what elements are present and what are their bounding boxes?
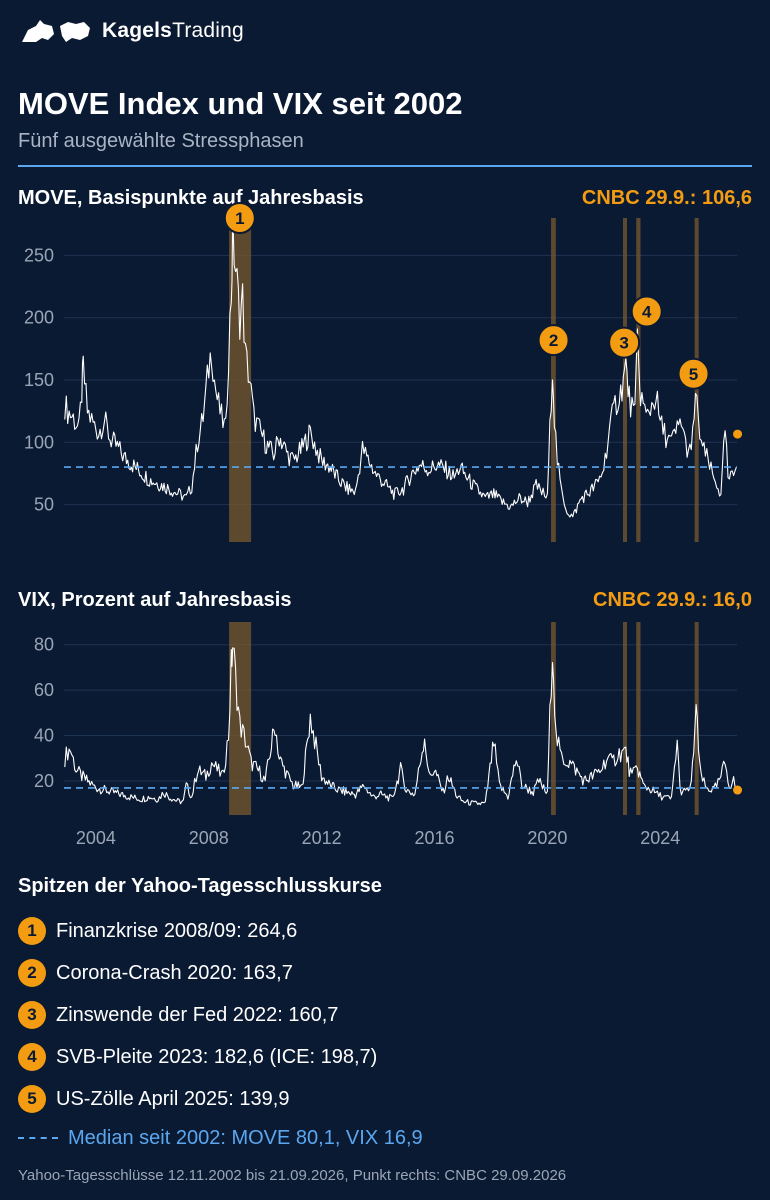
legend-item-text: US-Zölle April 2025: 139,9 [56,1087,290,1110]
move-marker-label-2: 2 [549,331,558,350]
vix-x-tick-label: 2004 [76,828,116,848]
move-y-tick-label: 100 [24,432,54,452]
page-subtitle: Fünf ausgewählte Stressphasen [18,130,304,152]
move-y-tick-label: 50 [34,495,54,515]
median-dash-icon [18,1137,58,1139]
move-marker-label-5: 5 [689,365,698,384]
vix-stress-band [694,622,699,815]
legend-item: 2 Corona-Crash 2020: 163,7 [18,952,758,994]
brand-name: KagelsTrading [102,19,244,43]
move-marker-1 [223,202,256,234]
move-y-tick-label: 200 [24,308,54,328]
header-divider [18,165,752,167]
move-stress-band [622,218,627,542]
badge-5: 5 [18,1085,46,1113]
vix-cnbc-label: CNBC 29.9.: 16,0 [593,589,752,611]
vix-x-tick-label: 2008 [189,828,229,848]
badge-3: 3 [18,1001,46,1029]
legend-item-text: Zinswende der Fed 2022: 160,7 [56,1003,339,1026]
legend-item: 4 SVB-Pleite 2023: 182,6 (ICE: 198,7) [18,1036,758,1078]
move-stress-band [636,218,641,542]
vix-cnbc-point [733,785,743,795]
badge-2: 2 [18,959,46,987]
footer-source: Yahoo-Tagesschlüsse 12.11.2002 bis 21.09… [18,1167,567,1184]
move-cnbc-label: CNBC 29.9.: 106,6 [582,187,752,209]
move-marker-label-1: 1 [235,209,244,228]
vix-stress-band [636,622,641,815]
legend-title: Spitzen der Yahoo-Tagesschlusskurse [18,875,382,897]
vix-y-tick-label: 20 [34,771,54,791]
move-marker-3 [608,326,641,359]
vix-series-line [64,647,737,806]
brand-name-bold: Kagels [102,19,173,42]
badge-1: 1 [18,917,46,945]
charts-svg: MOVE, Basispunkte auf Jahresbasis CNBC 2… [18,187,752,848]
move-y-tick-label: 250 [24,245,54,265]
vix-chart: VIX, Prozent auf Jahresbasis CNBC 29.9.:… [18,589,752,848]
vix-y-tick-label: 60 [34,680,54,700]
vix-y-tick-label: 40 [34,726,54,746]
move-marker-label-4: 4 [642,302,652,321]
legend-item: 1 Finanzkrise 2008/09: 264,6 [18,910,758,952]
move-cnbc-point [733,429,743,439]
vix-x-tick-label: 2024 [640,828,680,848]
badge-4: 4 [18,1043,46,1071]
legend-item-text: SVB-Pleite 2023: 182,6 (ICE: 198,7) [56,1045,378,1068]
brand: KagelsTrading [18,14,244,48]
median-legend: Median seit 2002: MOVE 80,1, VIX 16,9 [18,1120,758,1156]
vix-chart-title: VIX, Prozent auf Jahresbasis [18,589,291,611]
bull-bear-icon [22,20,90,42]
vix-stress-band [622,622,627,815]
move-marker-5 [677,357,710,390]
vix-y-tick-label: 80 [34,635,54,655]
move-marker-label-3: 3 [619,334,628,353]
vix-x-tick-label: 2012 [302,828,342,848]
move-chart: MOVE, Basispunkte auf Jahresbasis CNBC 2… [18,187,752,542]
legend-item-text: Finanzkrise 2008/09: 264,6 [56,919,298,942]
vix-stress-band [551,622,556,815]
move-chart-title: MOVE, Basispunkte auf Jahresbasis [18,187,364,209]
median-text: Median seit 2002: MOVE 80,1, VIX 16,9 [68,1126,423,1149]
move-stress-band [551,218,556,542]
legend-item: 3 Zinswende der Fed 2022: 160,7 [18,994,758,1036]
move-stress-band [229,218,252,542]
vix-x-tick-label: 2016 [414,828,454,848]
page-title: MOVE Index und VIX seit 2002 [18,86,463,121]
legend-item-text: Corona-Crash 2020: 163,7 [56,961,293,984]
move-series-line [64,210,737,518]
legend: Spitzen der Yahoo-Tagesschlusskurse 1 Fin… [18,875,758,1156]
move-y-tick-label: 150 [24,370,54,390]
move-marker-4 [630,295,663,328]
move-marker-2 [537,324,570,357]
brand-name-rest: Trading [172,19,244,42]
vix-x-tick-label: 2020 [527,828,567,848]
legend-item: 5 US-Zölle April 2025: 139,9 [18,1078,758,1120]
